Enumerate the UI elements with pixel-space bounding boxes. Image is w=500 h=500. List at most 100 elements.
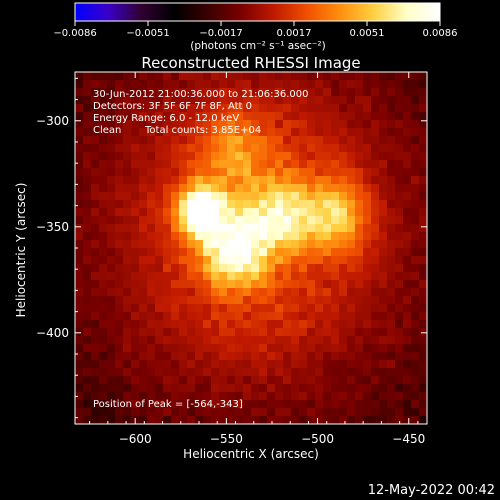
heatmap-cell <box>123 120 132 129</box>
heatmap-cell <box>195 128 204 137</box>
heatmap-cell <box>299 408 308 417</box>
heatmap-cell <box>379 384 388 393</box>
heatmap-cell <box>203 400 212 409</box>
heatmap-cell <box>283 72 292 81</box>
x-axis: −600 −550 −500 −450 <box>89 72 425 446</box>
heatmap-cell <box>211 136 220 145</box>
heatmap-cell <box>211 360 220 369</box>
heatmap-cell <box>379 184 388 193</box>
heatmap-cell <box>395 80 404 89</box>
heatmap-cell <box>235 264 244 273</box>
heatmap-cell <box>75 200 84 209</box>
heatmap-cell <box>147 192 156 201</box>
heatmap-cell <box>171 320 180 329</box>
heatmap-cell <box>275 200 284 209</box>
heatmap-cell <box>227 232 236 241</box>
heatmap-cell <box>163 240 172 249</box>
heatmap-cell <box>203 224 212 233</box>
heatmap-cell <box>243 352 252 361</box>
heatmap-cell <box>395 112 404 121</box>
heatmap-cell <box>107 368 116 377</box>
heatmap-cell <box>195 208 204 217</box>
heatmap-cell <box>355 352 364 361</box>
heatmap-cell <box>107 120 116 129</box>
heatmap-cell <box>115 208 124 217</box>
heatmap-cell <box>331 80 340 89</box>
heatmap-cell <box>291 128 300 137</box>
heatmap-cell <box>179 392 188 401</box>
heatmap-cell <box>419 168 427 177</box>
heatmap-cell <box>123 296 132 305</box>
heatmap-cell <box>99 352 108 361</box>
heatmap-cell <box>179 416 188 424</box>
heatmap-cell <box>83 416 92 424</box>
heatmap-cell <box>275 344 284 353</box>
heatmap-cell <box>83 312 92 321</box>
heatmap-cell <box>163 376 172 385</box>
heatmap-cell <box>147 120 156 129</box>
heatmap-cell <box>99 232 108 241</box>
heatmap-cell <box>419 304 427 313</box>
heatmap-cell <box>99 152 108 161</box>
heatmap-cell <box>267 120 276 129</box>
heatmap-cell <box>123 136 132 145</box>
heatmap-cell <box>243 144 252 153</box>
heatmap-cell <box>211 328 220 337</box>
heatmap-cell <box>299 168 308 177</box>
heatmap-cell <box>275 368 284 377</box>
heatmap-cell <box>411 248 420 257</box>
heatmap-cell <box>203 88 212 97</box>
heatmap-cell <box>259 72 268 81</box>
heatmap-cell <box>411 112 420 121</box>
heatmap-cell <box>387 224 396 233</box>
heatmap-cell <box>395 264 404 273</box>
heatmap-cell <box>107 392 116 401</box>
heatmap-cell <box>203 176 212 185</box>
heatmap-cell <box>307 392 316 401</box>
heatmap-cell <box>219 96 228 105</box>
heatmap-cell <box>267 400 276 409</box>
heatmap-cell <box>115 104 124 113</box>
y-axis: −300−350−400 <box>36 77 427 419</box>
heatmap-cell <box>419 376 427 385</box>
heatmap-cell <box>187 336 196 345</box>
heatmap-cell <box>203 304 212 313</box>
heatmap-cell <box>147 400 156 409</box>
heatmap-cell <box>291 248 300 257</box>
heatmap-cell <box>219 392 228 401</box>
heatmap-cell <box>131 272 140 281</box>
heatmap-cell <box>323 160 332 169</box>
heatmap-cell <box>115 320 124 329</box>
heatmap-cell <box>179 408 188 417</box>
heatmap-cell <box>419 96 427 105</box>
heatmap-cell <box>315 176 324 185</box>
heatmap-cell <box>203 168 212 177</box>
heatmap-cell <box>307 312 316 321</box>
heatmap-cell <box>211 216 220 225</box>
heatmap-cell <box>115 280 124 289</box>
heatmap-cell <box>227 200 236 209</box>
heatmap-cell <box>115 176 124 185</box>
heatmap-cell <box>387 72 396 81</box>
heatmap-cell <box>163 96 172 105</box>
heatmap-cell <box>371 392 380 401</box>
heatmap-cell <box>419 128 427 137</box>
heatmap-cell <box>219 376 228 385</box>
heatmap-cell <box>235 384 244 393</box>
heatmap-cell <box>267 112 276 121</box>
heatmap-cell <box>179 296 188 305</box>
heatmap-cell <box>203 112 212 121</box>
heatmap-cell <box>251 104 260 113</box>
heatmap-cell <box>379 416 388 424</box>
heatmap-cell <box>347 320 356 329</box>
heatmap-cell <box>139 264 148 273</box>
heatmap-cell <box>251 120 260 129</box>
heatmap-cell <box>315 224 324 233</box>
y-tick-label: −400 <box>36 326 69 340</box>
heatmap-cell <box>355 112 364 121</box>
heatmap-cell <box>387 192 396 201</box>
heatmap-cell <box>203 192 212 201</box>
heatmap-cell <box>363 320 372 329</box>
heatmap-cell <box>387 312 396 321</box>
heatmap-cell <box>115 168 124 177</box>
